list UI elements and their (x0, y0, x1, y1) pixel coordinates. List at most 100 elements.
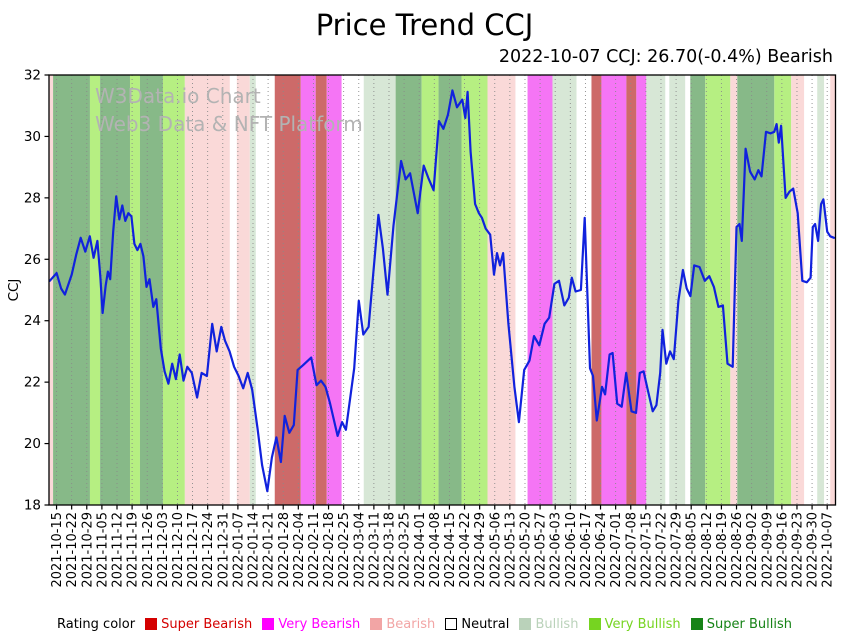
rating-band-very-bullish (774, 75, 792, 505)
rating-band-very-bearish (527, 75, 553, 505)
y-tick-label: 22 (24, 375, 41, 391)
legend-label: Very Bullish (604, 616, 681, 632)
legend-label: Very Bearish (278, 616, 361, 632)
x-tick-label: 2022-05-27 (534, 512, 549, 588)
x-tick-label: 2021-10-15 (50, 512, 65, 588)
rating-band-neutral (229, 75, 237, 505)
legend-swatch-neutral (445, 618, 458, 630)
legend-swatch-very-bearish (262, 618, 275, 630)
legend-swatch-super-bearish (145, 618, 158, 630)
rating-band-super-bearish (591, 75, 602, 505)
rating-band-neutral (255, 75, 275, 505)
legend-item-very-bullish: Very Bullish (588, 616, 681, 632)
rating-band-neutral (341, 75, 364, 505)
y-tick-label: 28 (24, 190, 41, 206)
rating-legend: Rating color Super Bearish Very Bearish Be… (57, 613, 792, 635)
x-tick-label: 2022-09-09 (760, 512, 775, 588)
x-tick-label: 2022-09-30 (806, 512, 821, 588)
rating-band-super-bullish (395, 75, 422, 505)
x-tick-label: 2022-08-12 (700, 512, 715, 588)
x-tick-label: 2022-08-26 (730, 512, 745, 588)
x-tick-label: 2022-06-03 (549, 512, 564, 588)
x-tick-label: 2022-06-10 (564, 512, 579, 588)
x-tick-label: 2021-12-17 (186, 512, 201, 588)
x-tick-label: 2022-01-21 (262, 512, 277, 588)
rating-band-bullish (817, 75, 825, 505)
legend-item-very-bearish: Very Bearish (262, 617, 360, 632)
legend-item-super-bearish: Super Bearish (145, 617, 252, 632)
x-tick-label: 2021-12-31 (216, 512, 231, 588)
rating-band-bullish (646, 75, 666, 505)
y-axis-label: CCJ (6, 279, 22, 302)
rating-band-bearish (184, 75, 230, 505)
y-tick-label: 32 (24, 68, 41, 84)
rating-band-neutral (824, 75, 831, 505)
rating-band-super-bearish (626, 75, 637, 505)
rating-band-bullish (249, 75, 256, 505)
plot-frame (48, 74, 837, 506)
rating-band-super-bullish (53, 75, 90, 505)
x-tick-label: 2022-08-19 (715, 512, 730, 588)
legend-swatch-bearish (370, 618, 383, 630)
x-tick-label: 2022-03-04 (352, 512, 367, 588)
x-tick-label: 2022-01-14 (247, 512, 262, 588)
x-tick-label: 2022-03-25 (398, 512, 413, 588)
y-tick-label: 26 (24, 252, 41, 268)
x-tick-label: 2022-09-02 (745, 512, 760, 588)
y-tick-label: 18 (24, 498, 41, 514)
rating-band-very-bullish (705, 75, 731, 505)
rating-band-very-bullish (162, 75, 185, 505)
rating-band-bearish (236, 75, 250, 505)
legend-swatch-very-bullish (588, 618, 601, 630)
x-tick-label: 2022-04-01 (413, 512, 428, 588)
x-tick-label: 2022-05-13 (503, 512, 518, 588)
x-tick-label: 2022-06-24 (594, 512, 609, 588)
rating-band-super-bullish (737, 75, 775, 505)
price-line (48, 89, 836, 493)
legend-swatch-bullish (519, 618, 532, 630)
rating-band-bearish (791, 75, 805, 505)
legend-heading: Rating color (57, 616, 136, 632)
x-tick-label: 2021-11-26 (141, 512, 156, 588)
rating-band-neutral (576, 75, 592, 505)
x-tick-label: 2021-10-22 (65, 512, 80, 588)
y-tick-label: 24 (24, 313, 41, 329)
rating-band-bearish (49, 75, 54, 505)
legend-item-bearish: Bearish (370, 617, 435, 632)
x-tick-label: 2022-06-17 (579, 512, 594, 588)
y-tick-label: 30 (24, 129, 41, 145)
x-tick-label: 2021-11-19 (126, 512, 141, 588)
legend-item-super-bullish: Super Bullish (690, 617, 792, 632)
x-tick-label: 2022-02-18 (322, 512, 337, 588)
rating-band-very-bearish (300, 75, 316, 505)
rating-band-super-bullish (690, 75, 706, 505)
rating-band-very-bullish (461, 75, 488, 505)
x-tick-label: 2022-07-08 (624, 512, 639, 588)
x-tick-label: 2021-11-05 (95, 512, 110, 588)
x-tick-label: 2022-07-01 (609, 512, 624, 588)
legend-item-bullish: Bullish (519, 617, 578, 632)
rating-band-super-bearish (315, 75, 327, 505)
x-tick-label: 2022-01-07 (231, 512, 246, 588)
x-tick-label: 2022-09-16 (775, 512, 790, 588)
x-tick-label: 2022-07-29 (670, 512, 685, 588)
x-tick-label: 2022-04-15 (443, 512, 458, 588)
rating-band-bullish (552, 75, 577, 505)
rating-band-bearish (487, 75, 516, 505)
watermark-line1: W3Data.io Chart (95, 84, 261, 108)
chart-title: Price Trend CCJ (315, 8, 534, 42)
x-tick-label: 2022-07-22 (655, 512, 670, 588)
legend-item-neutral: Neutral (445, 617, 509, 632)
x-tick-label: 2022-04-22 (458, 512, 473, 588)
x-tick-label: 2022-04-08 (428, 512, 443, 588)
x-tick-label: 2022-02-04 (292, 512, 307, 588)
x-tick-label: 2022-03-18 (383, 512, 398, 588)
rating-band-neutral (515, 75, 528, 505)
x-tick-label: 2021-12-10 (171, 512, 186, 588)
rating-band-very-bullish (421, 75, 439, 505)
watermark-line2: Web3 Data & NFT Platform (95, 112, 363, 136)
y-tick-label: 20 (24, 436, 41, 452)
rating-band-bullish (363, 75, 396, 505)
